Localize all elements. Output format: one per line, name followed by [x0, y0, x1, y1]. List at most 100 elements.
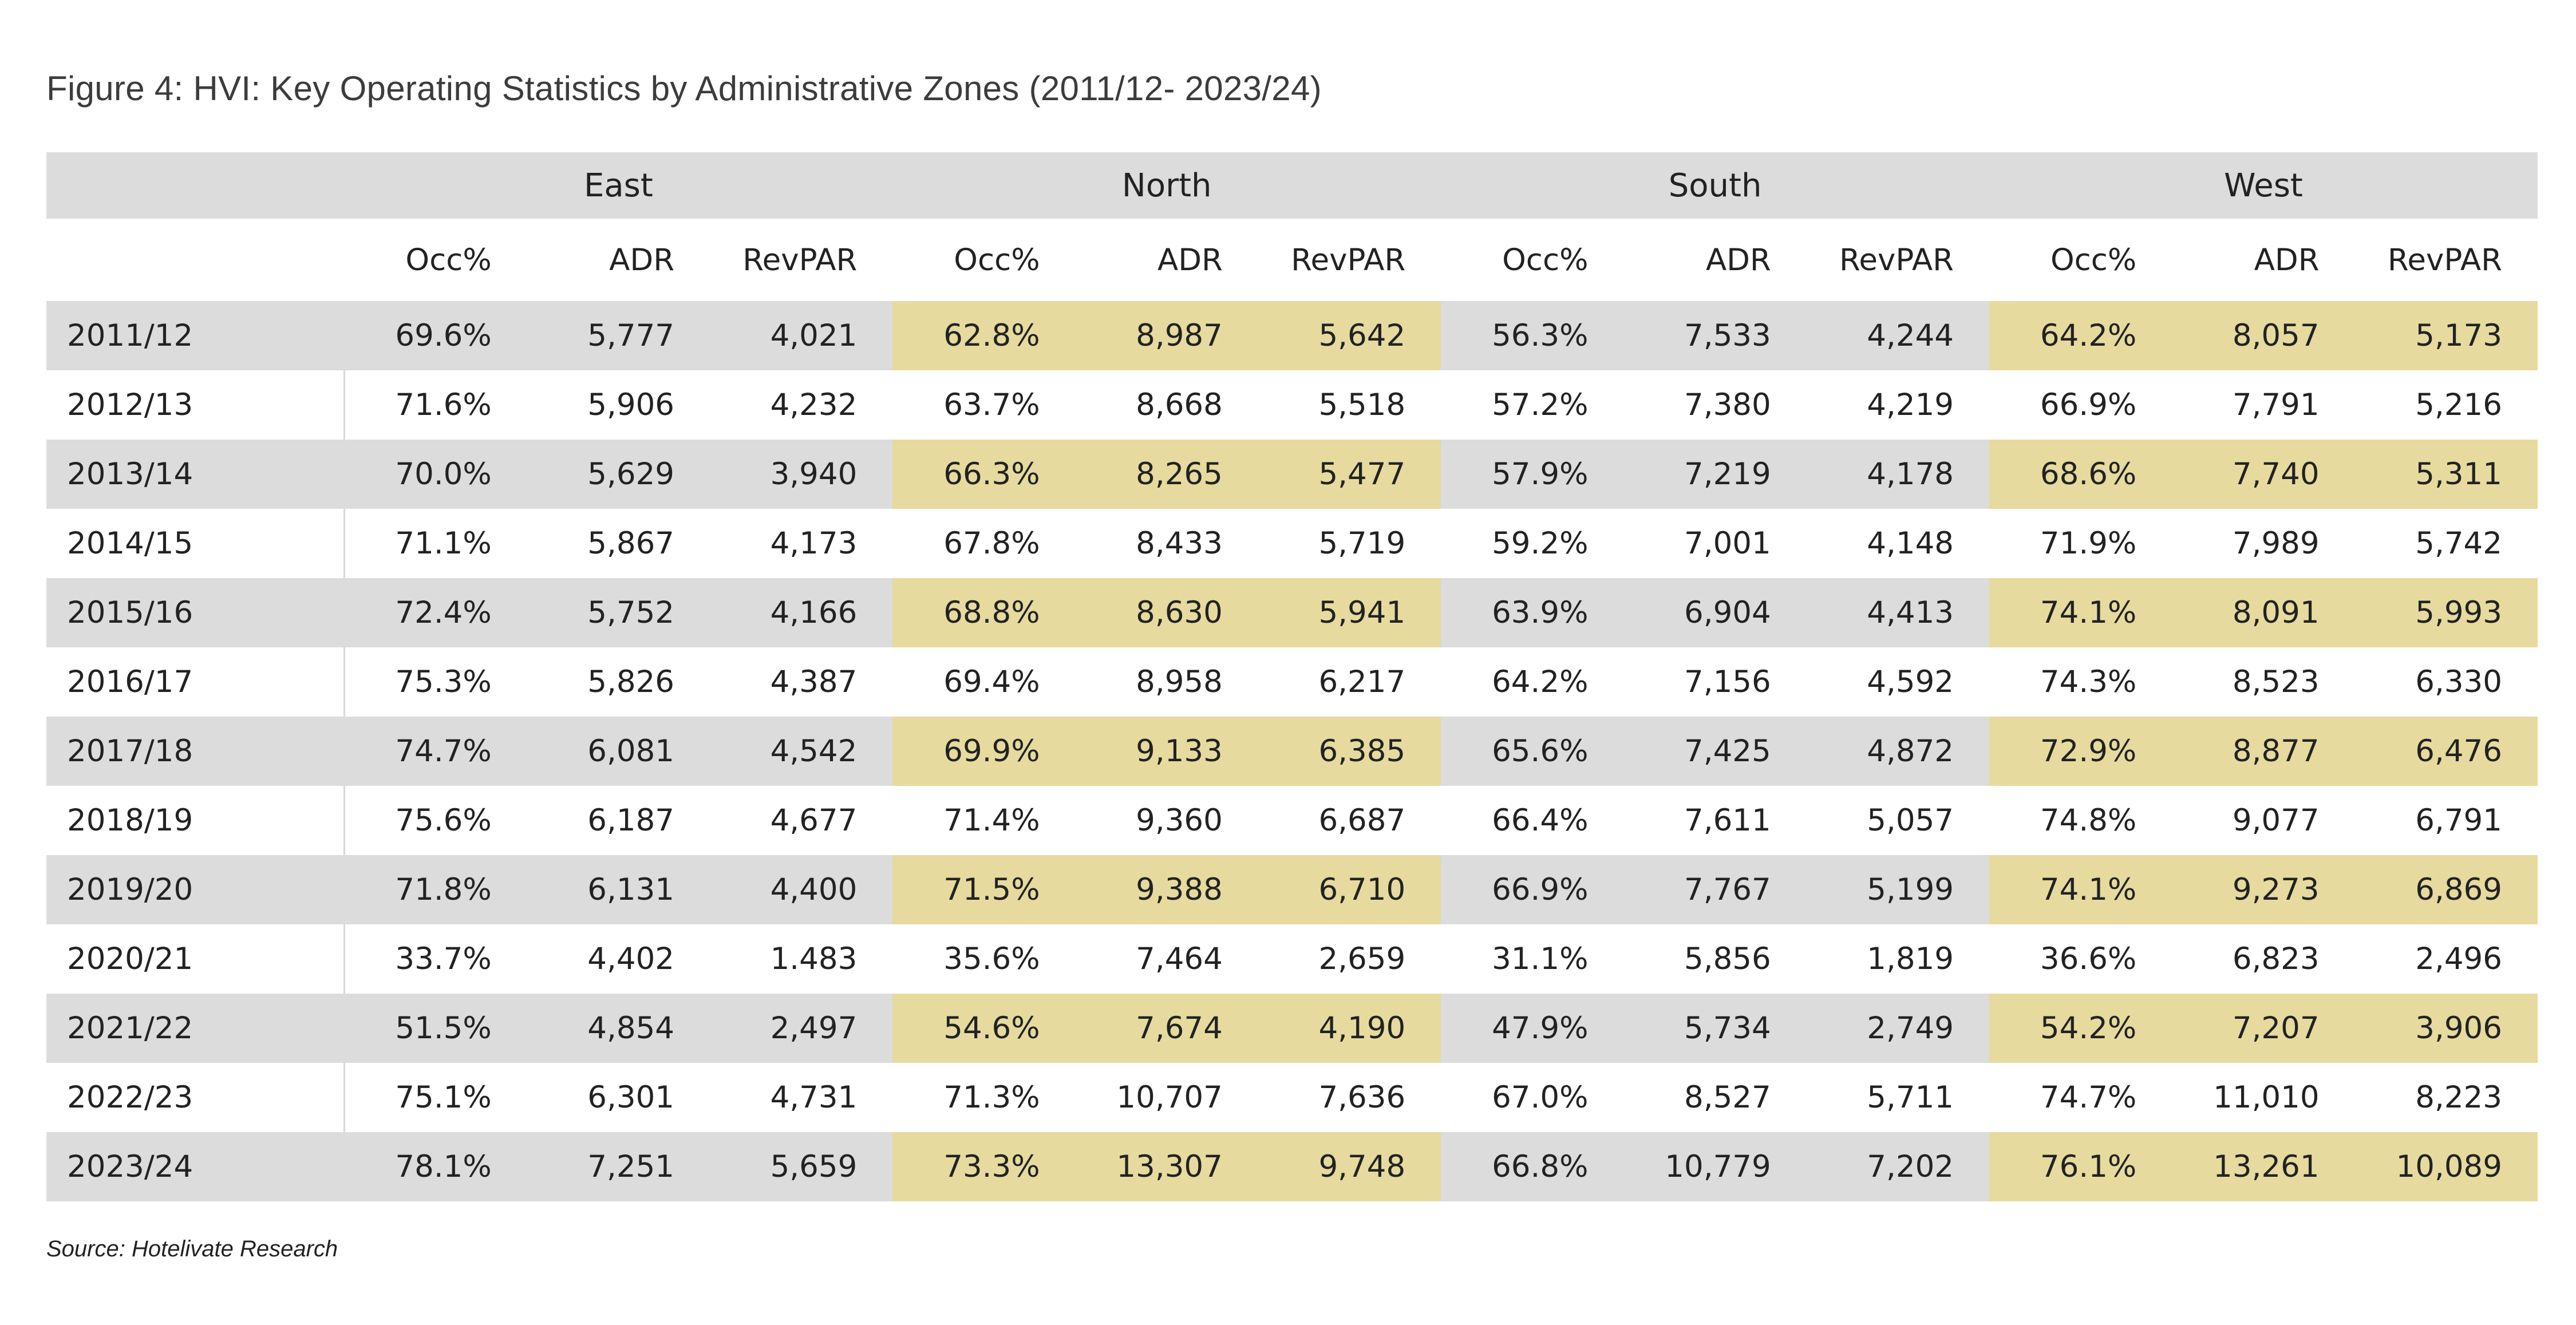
cell-west-adr: 9,077 — [2232, 803, 2320, 838]
cell-west-adr: 7,791 — [2232, 387, 2320, 422]
cell-north-revpar: 5,477 — [1258, 440, 1441, 509]
cell-south-revpar: 4,148 — [1867, 526, 1954, 561]
cell-west-revpar: 5,742 — [2415, 526, 2502, 561]
cell-north-adr: 7,464 — [1136, 942, 1223, 976]
cell-east-adr: 5,867 — [587, 526, 675, 561]
metric-header-south-adr: ADR — [1623, 219, 1807, 301]
cell-south-occ: 57.9% — [1441, 440, 1624, 509]
cell-north-occ: 71.3% — [943, 1080, 1040, 1115]
cell-east-adr: 6,187 — [587, 803, 675, 838]
cell-west-revpar: 2,496 — [2415, 942, 2502, 976]
cell-east-revpar: 4,387 — [770, 665, 858, 699]
cell-west-occ: 74.8% — [2040, 803, 2137, 838]
cell-west-occ: 74.1% — [1989, 855, 2172, 924]
cell-west-revpar: 10,089 — [2354, 1132, 2538, 1201]
cell-east-adr: 5,629 — [527, 440, 710, 509]
stats-table: East North South West Occ% ADR RevPAR Oc… — [46, 152, 2538, 1201]
cell-south-revpar: 4,178 — [1806, 440, 1990, 509]
cell-east-adr: 5,826 — [587, 665, 675, 699]
cell-east-occ: 75.6% — [395, 803, 492, 838]
cell-east-adr: 4,854 — [527, 994, 710, 1063]
cell-north-occ: 67.8% — [943, 526, 1040, 561]
cell-east-adr: 5,906 — [587, 387, 675, 422]
cell-north-adr: 8,433 — [1136, 526, 1223, 561]
figure-title: Figure 4: HVI: Key Operating Statistics … — [46, 69, 1322, 108]
table-row: 2011/12 69.6% 5,777 4,021 62.8% 8,987 5,642 56.… — [46, 301, 2538, 370]
cell-north-occ: 54.6% — [892, 994, 1076, 1063]
cell-west-revpar: 5,173 — [2354, 301, 2538, 370]
zone-header-west: West — [1989, 152, 2538, 219]
metric-header-east-occ: Occ% — [344, 219, 527, 301]
cell-east-revpar: 4,677 — [770, 803, 858, 838]
cell-north-occ: 69.4% — [943, 665, 1040, 699]
metric-header-west-occ: Occ% — [1989, 219, 2172, 301]
cell-east-adr: 5,752 — [527, 578, 710, 647]
cell-east-adr: 7,251 — [527, 1132, 710, 1201]
cell-north-occ: 66.3% — [892, 440, 1076, 509]
cell-west-occ: 74.3% — [2040, 665, 2137, 699]
zone-header-row: East North South West — [46, 152, 2538, 219]
cell-south-revpar: 4,219 — [1867, 387, 1954, 422]
metric-header-east-revpar: RevPAR — [710, 219, 893, 301]
year-cell: 2018/19 — [46, 786, 345, 855]
year-cell: 2011/12 — [46, 301, 345, 370]
cell-east-revpar: 4,400 — [710, 855, 893, 924]
cell-south-revpar: 4,872 — [1806, 717, 1990, 786]
source-note: Source: Hotelivate Research — [46, 1236, 338, 1261]
cell-south-adr: 5,734 — [1623, 994, 1807, 1063]
cell-east-occ: 75.3% — [395, 665, 492, 699]
cell-north-occ: 71.5% — [892, 855, 1076, 924]
table-row: 2022/23 75.1% 6,301 4,731 71.3% 10,707 7,636 67… — [46, 1063, 2538, 1132]
stats-table-body: 2011/12 69.6% 5,777 4,021 62.8% 8,987 5,642 56.… — [46, 301, 2538, 1201]
cell-east-occ: 71.1% — [395, 526, 492, 561]
metric-header-west-revpar: RevPAR — [2354, 219, 2538, 301]
cell-east-revpar: 4,166 — [710, 578, 893, 647]
cell-east-revpar: 2,497 — [710, 994, 893, 1063]
cell-north-occ: 69.9% — [892, 717, 1076, 786]
cell-west-adr: 6,823 — [2232, 942, 2320, 976]
cell-west-revpar: 6,476 — [2354, 717, 2538, 786]
cell-west-adr: 7,740 — [2172, 440, 2355, 509]
cell-west-occ: 64.2% — [1989, 301, 2172, 370]
cell-east-occ: 33.7% — [395, 942, 492, 976]
cell-south-adr: 10,779 — [1623, 1132, 1807, 1201]
metric-header-west-adr: ADR — [2172, 219, 2355, 301]
cell-east-occ: 75.1% — [395, 1080, 492, 1115]
cell-east-revpar: 5,659 — [710, 1132, 893, 1201]
cell-north-revpar: 7,636 — [1318, 1080, 1406, 1115]
cell-west-revpar: 5,216 — [2415, 387, 2502, 422]
cell-north-occ: 35.6% — [943, 942, 1040, 976]
cell-east-adr: 5,777 — [527, 301, 710, 370]
year-cell: 2014/15 — [46, 509, 345, 578]
table-row: 2018/19 75.6% 6,187 4,677 71.4% 9,360 6,687 66.… — [46, 786, 2538, 855]
cell-north-occ: 71.4% — [943, 803, 1040, 838]
metric-header-east-adr: ADR — [527, 219, 710, 301]
cell-north-occ: 62.8% — [892, 301, 1076, 370]
cell-south-revpar: 4,592 — [1867, 665, 1954, 699]
zone-header-north: North — [892, 152, 1441, 219]
cell-west-occ: 74.7% — [2040, 1080, 2137, 1115]
cell-west-adr: 9,273 — [2172, 855, 2355, 924]
cell-west-occ: 72.9% — [1989, 717, 2172, 786]
cell-east-revpar: 4,731 — [770, 1080, 858, 1115]
cell-west-revpar: 5,311 — [2354, 440, 2538, 509]
year-cell: 2022/23 — [46, 1063, 345, 1132]
cell-north-adr: 9,388 — [1075, 855, 1258, 924]
cell-west-adr: 8,091 — [2172, 578, 2355, 647]
metric-header-north-occ: Occ% — [892, 219, 1076, 301]
year-cell: 2023/24 — [46, 1132, 345, 1201]
cell-east-revpar: 4,021 — [710, 301, 893, 370]
zone-header-south: South — [1441, 152, 1990, 219]
cell-south-revpar: 4,413 — [1806, 578, 1990, 647]
cell-east-occ: 72.4% — [344, 578, 527, 647]
year-cell: 2017/18 — [46, 717, 345, 786]
cell-south-revpar: 4,244 — [1806, 301, 1990, 370]
year-cell: 2021/22 — [46, 994, 345, 1063]
cell-east-occ: 69.6% — [344, 301, 527, 370]
cell-north-adr: 9,360 — [1136, 803, 1223, 838]
cell-north-adr: 8,987 — [1075, 301, 1258, 370]
cell-south-revpar: 5,711 — [1867, 1080, 1954, 1115]
cell-north-revpar: 2,659 — [1318, 942, 1406, 976]
cell-east-revpar: 4,232 — [770, 387, 858, 422]
cell-west-revpar: 6,869 — [2354, 855, 2538, 924]
